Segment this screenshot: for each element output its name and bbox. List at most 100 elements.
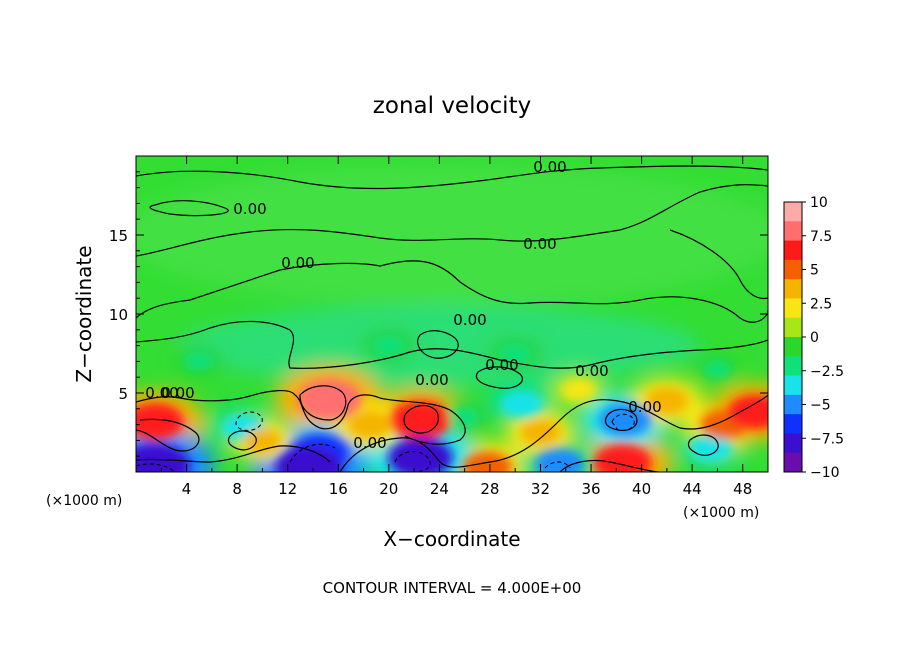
zero-contours [136, 165, 768, 472]
field-core [534, 448, 585, 472]
contour-line [687, 434, 719, 456]
field-core [561, 379, 596, 401]
x-tick-label: 32 [531, 480, 550, 498]
colorbar-segment [784, 433, 802, 454]
contour-line [299, 385, 347, 421]
contour-line [559, 459, 661, 472]
contour-label: 0.00 [533, 158, 566, 176]
contour-line [403, 405, 439, 434]
contour-line [136, 320, 768, 369]
contour-line [611, 413, 635, 431]
y-tick-label: 15 [109, 227, 128, 245]
contour-line [669, 229, 768, 300]
field-core [499, 390, 544, 418]
field-core [348, 410, 392, 439]
colorbar-tick-label: −10 [810, 465, 840, 481]
y-tick-label: 10 [109, 306, 128, 324]
contour-label: 0.00 [575, 362, 608, 380]
contour-labels: 0.000.000.000.000.000.00 0.000.000.000.00… [145, 158, 661, 452]
contour-label: 0.00 [523, 235, 556, 253]
contour-line [136, 260, 768, 323]
colorbar-segment [784, 356, 802, 377]
colorbar-tick-label: 10 [810, 195, 828, 211]
colorbar-tick-label: −7.5 [810, 431, 844, 447]
colorbar-segment [784, 259, 802, 280]
contour-line [136, 390, 466, 445]
contour-label: 0.00 [233, 200, 266, 218]
y-axis-label: Z−coordinate [72, 245, 96, 382]
field-core [593, 444, 652, 472]
contour-line [604, 408, 638, 431]
colorbar-segment [784, 240, 802, 261]
y-axis: 5 10 15 [109, 171, 768, 457]
contour-line [417, 330, 459, 359]
colorbar-segment [784, 452, 802, 473]
field-core [136, 443, 191, 472]
field-core [297, 378, 362, 420]
contour-line [475, 366, 523, 389]
plot-area: 0.000.000.000.000.000.00 0.000.000.000.00… [136, 156, 768, 472]
x-tick-label: 20 [379, 480, 398, 498]
field-core [520, 419, 561, 446]
x-tick-label: 12 [278, 480, 297, 498]
contour-interval-note: CONTOUR INTERVAL = 4.000E+00 [323, 579, 582, 597]
field-core [183, 351, 215, 372]
contour-line [136, 165, 768, 190]
colorbar-segment [784, 317, 802, 338]
colorbar-tick-label: 0 [810, 330, 819, 346]
y-tick-label: 5 [118, 385, 128, 403]
contour-label: 0.00 [145, 384, 178, 402]
x-tick-label: 36 [581, 480, 600, 498]
x-tick-label: 24 [430, 480, 449, 498]
colorbar-segment [784, 279, 802, 299]
x-axis: 4 8 12 16 20 24 28 32 36 40 44 48 [160, 156, 752, 498]
contour-line [136, 445, 331, 463]
field-core [388, 437, 453, 472]
x-axis-label: X−coordinate [383, 527, 520, 551]
x-tick-label: 40 [632, 480, 651, 498]
colorbar-segment [784, 298, 802, 319]
contour-label: 0.00 [628, 398, 661, 416]
field-core [449, 406, 481, 427]
colorbar-tick-label: −2.5 [810, 364, 844, 380]
colorbar-tick-label: −5 [810, 398, 831, 414]
colorbar: 10 7.5 5 2.5 0 −2.5 −5 −7.5 −10 [783, 195, 844, 481]
colorbar-segment [784, 414, 802, 434]
contour-label: 0.00 [485, 356, 518, 374]
contour-label: 0.00 [415, 371, 448, 389]
colorbar-tick-label: 7.5 [810, 229, 832, 245]
contour-line [235, 411, 263, 431]
field-core [645, 387, 689, 415]
field-core [727, 394, 768, 430]
field-core [703, 360, 732, 379]
x-tick-label: 16 [329, 480, 348, 498]
contour-label: 0.00 [161, 384, 194, 402]
field-core [498, 342, 533, 365]
x-unit-left: (×1000 m) [46, 493, 122, 509]
x-tick-label: 44 [683, 480, 702, 498]
x-tick-label: 28 [480, 480, 499, 498]
field-region [179, 305, 700, 386]
colorbar-segment [784, 394, 802, 415]
contour-line [339, 394, 768, 472]
contour-line [394, 451, 431, 472]
x-tick-label: 48 [733, 480, 752, 498]
contour-line [149, 200, 229, 217]
colorbar-segment [784, 202, 802, 222]
contour-label: 0.00 [453, 311, 486, 329]
colorbar-segment [784, 221, 802, 242]
field-core [136, 402, 185, 440]
negative-contours [136, 411, 635, 472]
chart-title: zonal velocity [373, 93, 531, 119]
contour-line [544, 461, 571, 469]
contour-line [136, 184, 768, 257]
contour-line [227, 430, 257, 451]
field-core [371, 334, 406, 357]
contour-label: 0.00 [281, 254, 314, 272]
x-unit-right: (×1000 m) [683, 505, 759, 521]
field-core [275, 445, 343, 472]
x-tick-label: 8 [232, 480, 242, 498]
velocity-field-detail [136, 334, 768, 472]
colorbar-tick-label: 2.5 [810, 296, 832, 312]
